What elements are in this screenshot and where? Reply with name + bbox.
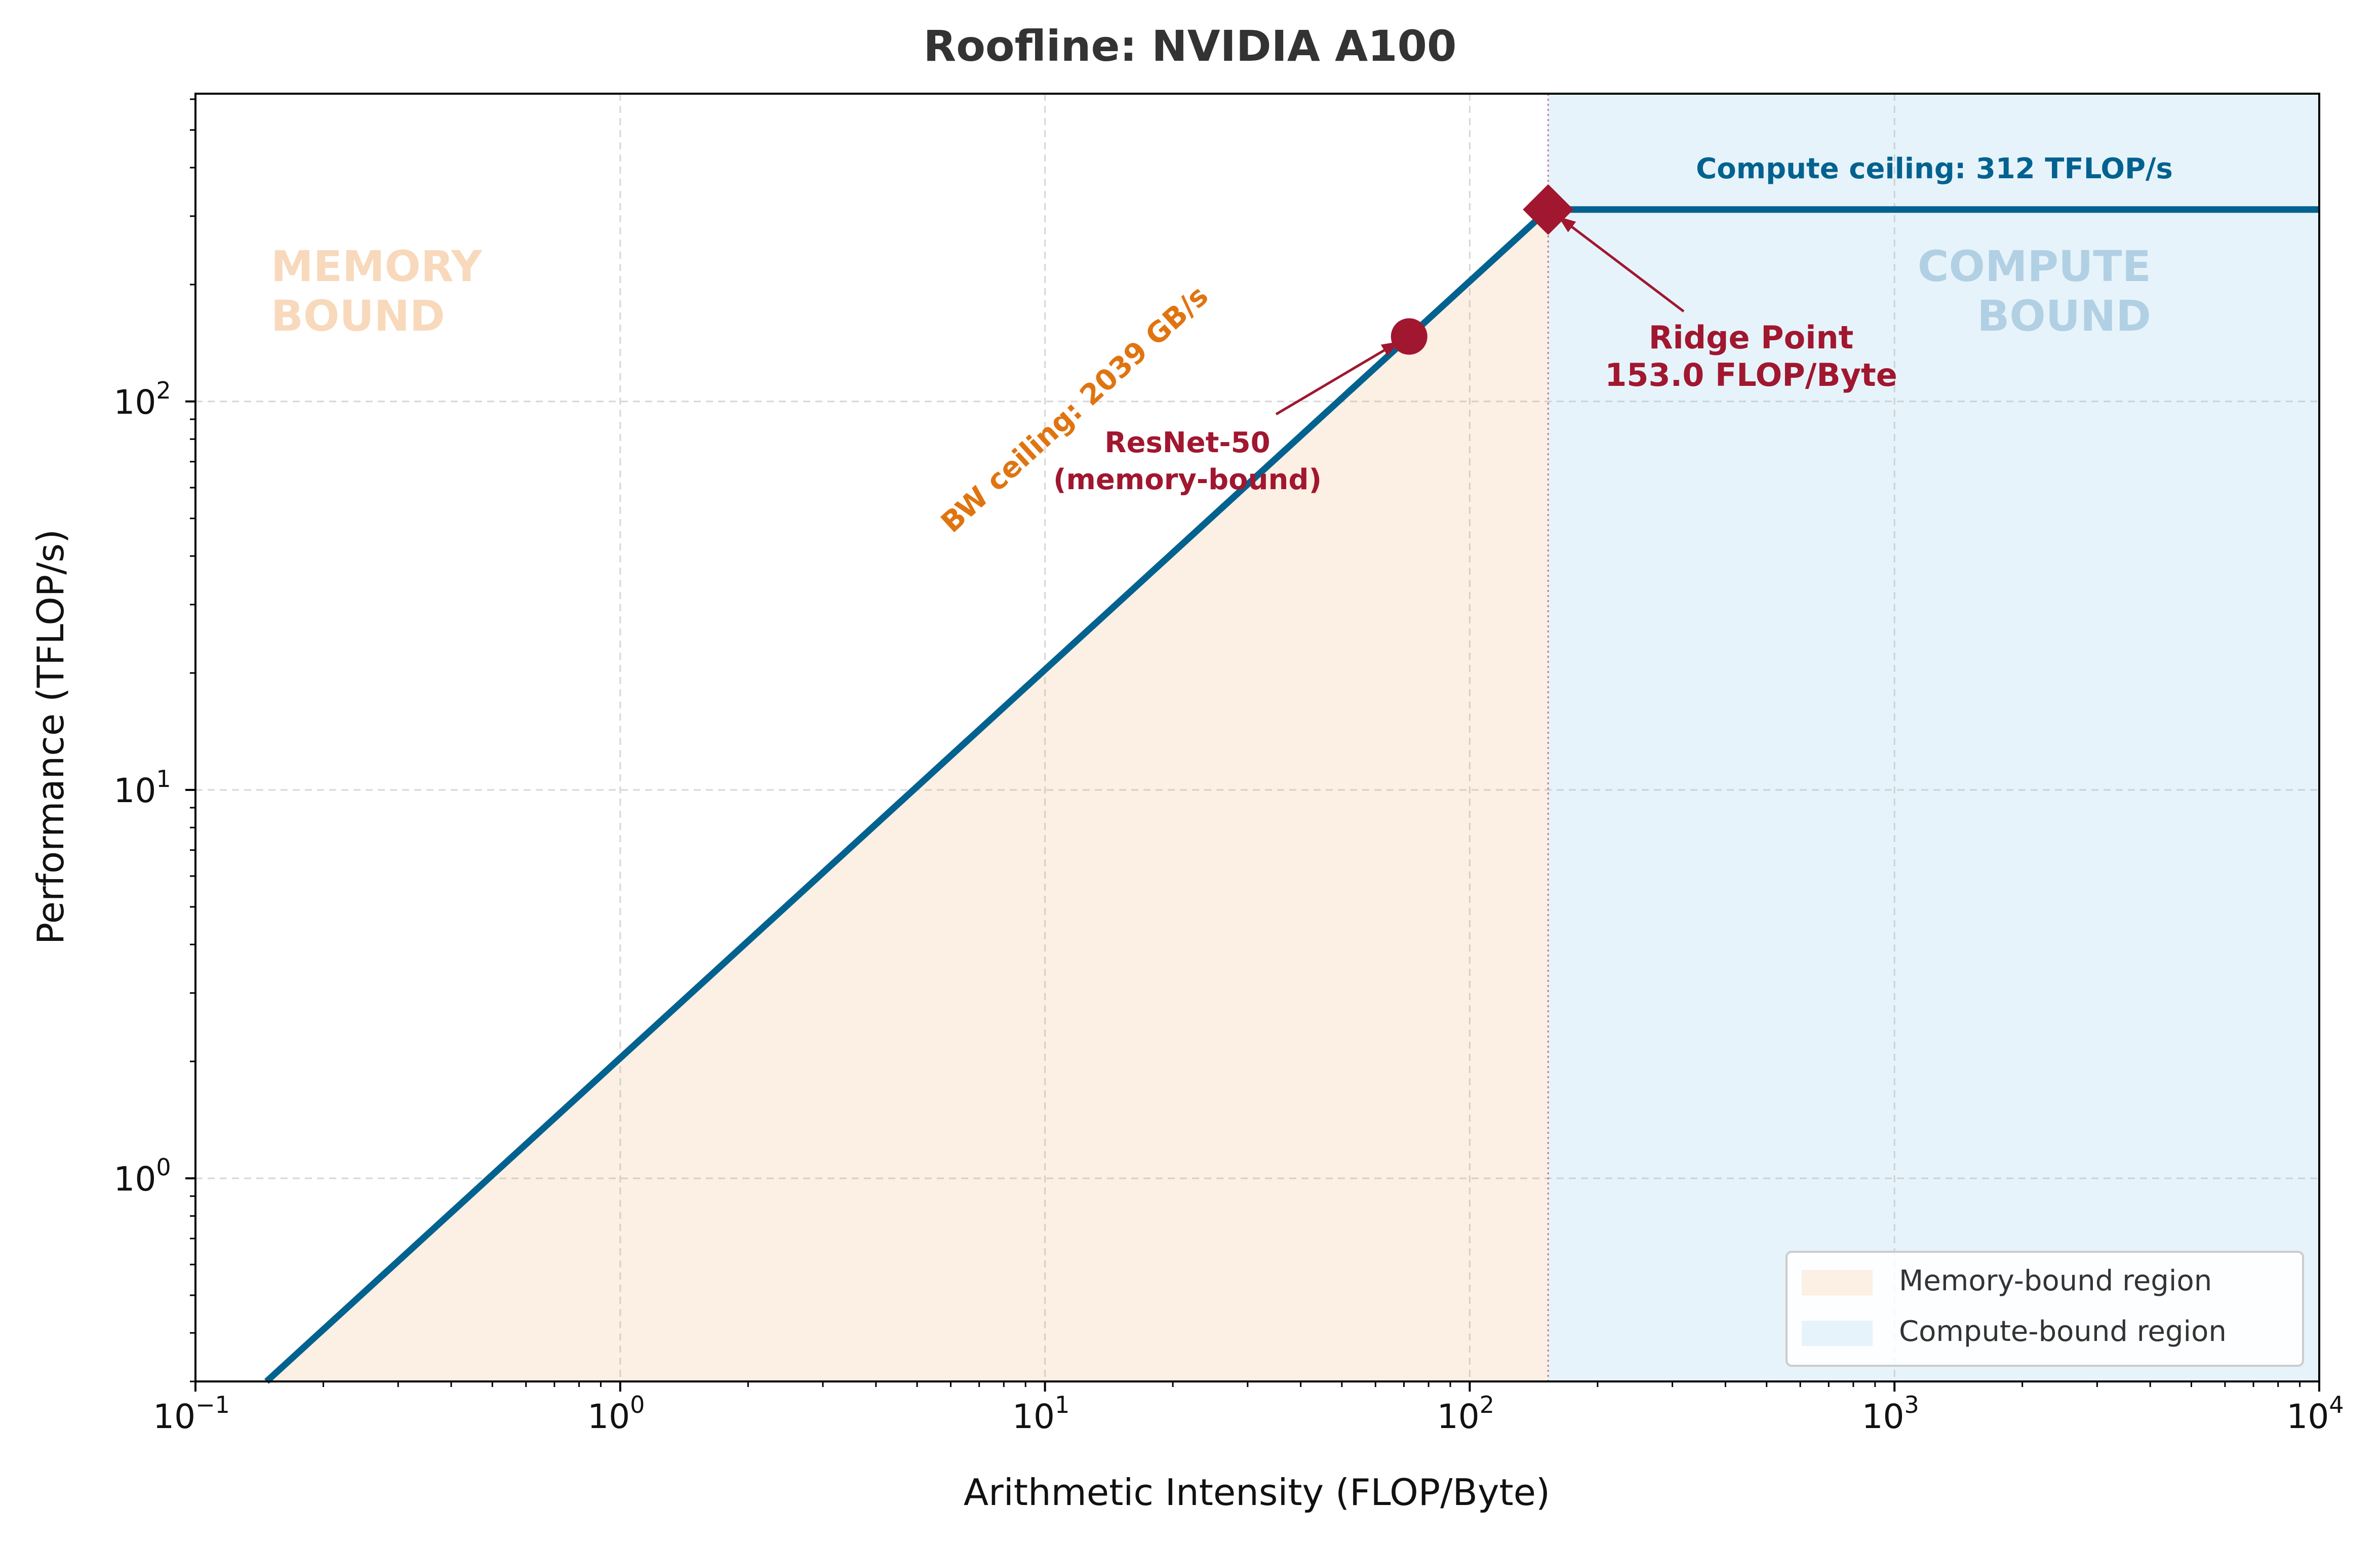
compute-bound-watermark-1: COMPUTE <box>1918 242 2151 291</box>
legend-label-memory: Memory-bound region <box>1899 1264 2212 1297</box>
legend-label-compute: Compute-bound region <box>1899 1315 2227 1348</box>
legend-swatch-compute <box>1802 1321 1873 1346</box>
resnet-50-arrow-shaft <box>1275 340 1400 416</box>
memory-bound-watermark-2: BOUND <box>271 291 445 341</box>
y-axis-label: Performance (TFLOP/s) <box>29 529 72 944</box>
legend-swatch-memory <box>1802 1270 1873 1295</box>
memory-bound-watermark-1: MEMORY <box>271 242 483 291</box>
y-tick-label: 101 <box>113 765 171 810</box>
compute-bound-watermark-2: BOUND <box>1977 291 2151 341</box>
resnet-50-sublabel: (memory-bound) <box>1053 463 1322 496</box>
compute-ceiling-label: Compute ceiling: 312 TFLOP/s <box>1696 152 2173 185</box>
legend: Memory-bound region Compute-bound region <box>1786 1251 2304 1367</box>
axes-frame <box>194 93 2320 1382</box>
ridge-point-value-label: 153.0 FLOP/Byte <box>1605 357 1897 393</box>
ridge-point-arrow-shaft <box>1557 215 1685 312</box>
legend-box <box>1786 1251 2304 1367</box>
gridlines <box>195 94 2319 1381</box>
chart-title: Roofline: NVIDIA A100 <box>924 21 1457 71</box>
resnet-50-label: ResNet-50 <box>1104 426 1270 459</box>
x-axis-label: Arithmetic Intensity (FLOP/Byte) <box>964 1471 1550 1514</box>
ridge-point-arrow-head <box>1558 216 1576 232</box>
ridge-point-marker <box>1523 184 1574 235</box>
resnet-50-marker <box>1391 318 1427 355</box>
ridge-point-label: Ridge Point <box>1649 319 1853 356</box>
annotation-arrows <box>1275 215 1685 416</box>
compute-bound-region-fill <box>1548 94 2319 1381</box>
